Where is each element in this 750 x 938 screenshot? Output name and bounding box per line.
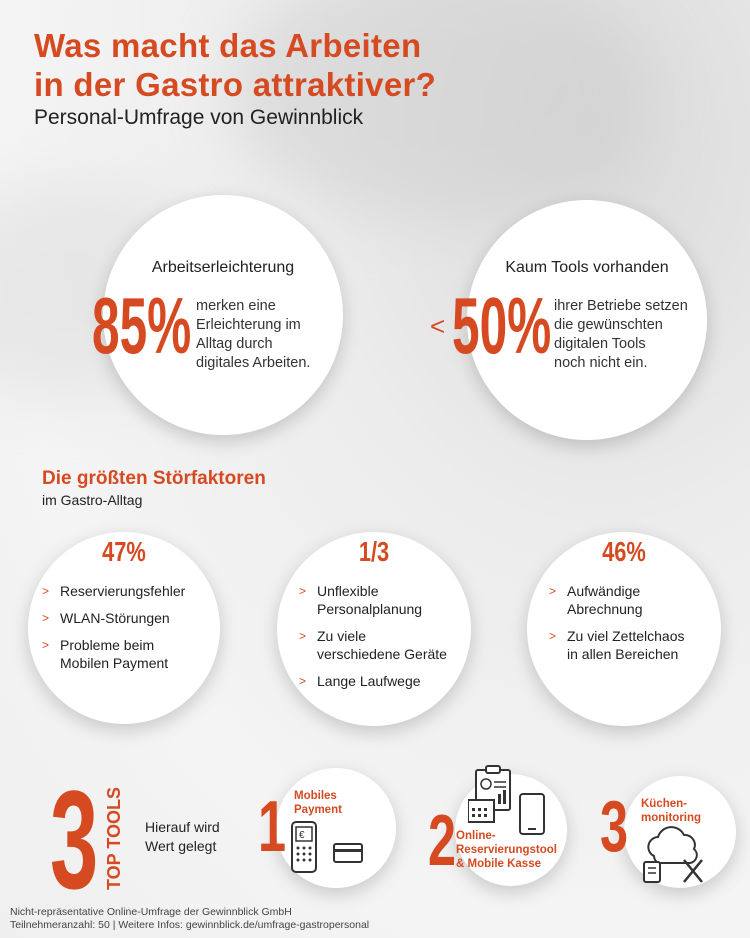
page-subtitle: Personal-Umfrage von Gewinnblick [34, 106, 364, 129]
title-line-2: in der Gastro attraktiver? [34, 66, 437, 103]
tool-1-label: Mobiles Payment [294, 790, 342, 816]
tool-2-rank: 2 [428, 801, 457, 881]
disruptor-2-list: > Unflexible Personalplanung > Zu viele vers… [299, 582, 479, 699]
list-item: > Zu viele verschiedene Geräte [299, 628, 447, 662]
chevron-right-icon: > [299, 674, 307, 688]
footer-line-1: Nicht-repräsentative Online-Umfrage der … [10, 906, 292, 918]
top-tools-number: 3 [50, 761, 99, 918]
list-item: > Unflexible Personalplanung [299, 583, 423, 617]
disruptors-subtitle: im Gastro-Alltag [42, 492, 143, 508]
list-item: > Probleme beim Mobilen Payment [42, 637, 169, 671]
chevron-right-icon: > [299, 629, 307, 643]
stat-circle-1 [103, 195, 343, 435]
disruptor-circle-3 [527, 532, 721, 726]
tool-2-label: Online- Reservierungstool & Mobile Kasse [456, 830, 557, 870]
stat-2-title: Kaum Tools vorhanden [505, 259, 669, 276]
chevron-right-icon: > [299, 584, 307, 598]
top-tools-note: Hierauf wird Wert gelegt [145, 819, 220, 854]
kitchen-cloud-icon [643, 826, 703, 883]
stat-2-prefix: < [430, 311, 446, 341]
disruptors-title: Die größten Störfaktoren [42, 468, 266, 489]
page-title: Was macht das Arbeiten in der Gastro att… [34, 26, 436, 104]
mobile-payment-icon: € [291, 821, 363, 873]
chevron-right-icon: > [549, 629, 557, 643]
footer: Nicht-repräsentative Online-Umfrage der … [10, 906, 369, 931]
chevron-right-icon: > [42, 611, 50, 625]
disruptor-3-value: 46% [602, 536, 646, 567]
stat-1-value: 85% [92, 281, 192, 370]
stat-2-description: ihrer Betriebe setzen die gewünschten di… [554, 298, 688, 371]
list-item: > Lange Laufwege [299, 673, 421, 689]
disruptor-circle-1 [28, 532, 220, 724]
stat-circle-2 [467, 200, 707, 440]
stat-2-value: 50% [452, 281, 552, 370]
chevron-right-icon: > [42, 584, 50, 598]
title-line-1: Was macht das Arbeiten [34, 27, 422, 64]
list-item: > Aufwändige Abrechnung [549, 583, 643, 617]
tool-3-label: Küchen- monitoring [641, 798, 702, 824]
disruptor-circle-2 [277, 532, 471, 726]
background-blur [230, 0, 650, 220]
tool-3-rank: 3 [600, 787, 629, 867]
footer-line-2: Teilnehmeranzahl: 50 | Weitere Infos: ge… [10, 918, 370, 931]
tool-1-rank: 1 [258, 787, 287, 867]
chevron-right-icon: > [42, 638, 50, 652]
list-item: > Reservierungsfehler [42, 583, 186, 599]
svg-text:€: € [299, 830, 305, 841]
list-item: > WLAN-Störungen [42, 610, 170, 626]
stat-1-description: merken eine Erleichterung im Alltag durc… [196, 298, 311, 371]
chevron-right-icon: > [549, 584, 557, 598]
disruptor-1-list: > Reservierungsfehler > WLAN-Störungen > Pr… [42, 582, 222, 681]
reservation-tablet-icon [468, 765, 545, 835]
disruptor-2-value: 1/3 [358, 536, 390, 567]
stat-1-title: Arbeitserleichterung [151, 259, 295, 276]
disruptor-1-value: 47% [102, 536, 146, 567]
disruptor-3-list: > Aufwändige Abrechnung > Zu viel Zettelcha… [549, 582, 724, 672]
list-item: > Zu viel Zettelchaos in allen Bereichen [549, 628, 685, 662]
